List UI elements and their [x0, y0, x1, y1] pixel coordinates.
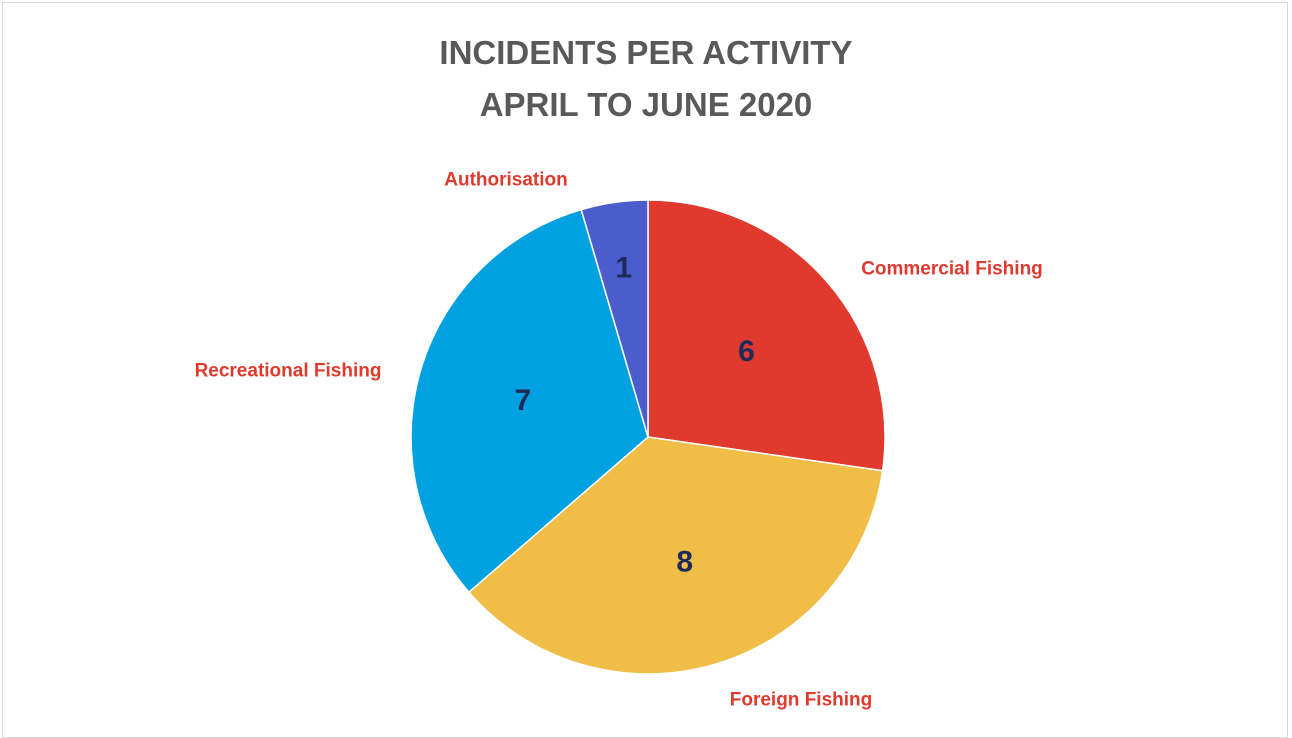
- pie-category-label: Recreational Fishing: [195, 361, 382, 382]
- pie-value-label: 8: [676, 546, 693, 579]
- pie-category-label: Commercial Fishing: [861, 259, 1043, 280]
- pie-value-label: 6: [738, 335, 755, 368]
- pie-slice-foreign-fishing: [467, 436, 884, 675]
- pie-value-labels: 6 8 7 1: [515, 252, 755, 579]
- chart-title-line-2: APRIL TO JUNE 2020: [479, 86, 813, 123]
- pie-value-label: 7: [515, 384, 532, 417]
- pie-category-label: Authorisation: [444, 170, 568, 191]
- pie-slice-commercial-fishing: [647, 199, 886, 472]
- chart-title-line-1: INCIDENTS PER ACTIVITY: [439, 34, 853, 71]
- pie-slice-recreational-fishing: [410, 208, 649, 594]
- pie-slices: [410, 199, 886, 675]
- pie-category-labels: Commercial Fishing Foreign Fishing Recreat…: [195, 170, 1043, 711]
- pie-value-label: 1: [615, 252, 632, 285]
- pie-category-label: Foreign Fishing: [730, 690, 873, 711]
- pie-slice-authorisation: [580, 199, 649, 438]
